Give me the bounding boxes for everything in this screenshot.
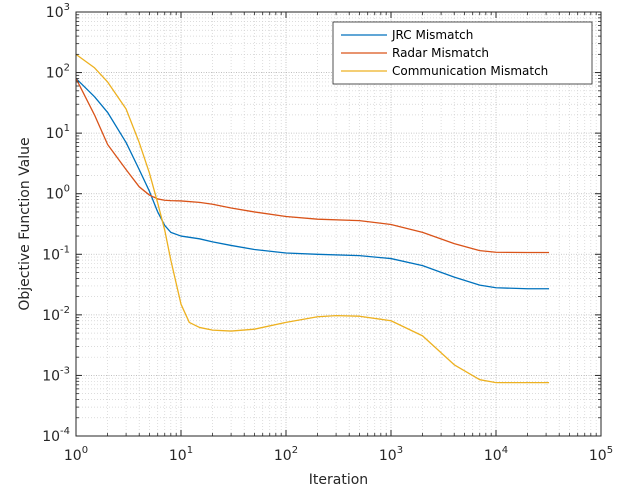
series-line-radar-mismatch [75,78,550,254]
x-tick-label: 100 [64,445,88,464]
minor-grid [76,12,601,436]
x-tick-labels: 100 101 102 103 104 105 [64,445,613,464]
series-layer [75,53,550,384]
y-tick-label: 100 [46,184,70,203]
legend-entry-label: Communication Mismatch [392,64,548,78]
series-line-jrc-mismatch [75,77,550,290]
axes-box [75,11,602,437]
y-tick-label: 10-2 [42,305,70,324]
y-tick-label: 103 [46,2,70,21]
y-tick-label: 102 [46,63,70,82]
x-tick-label: 102 [274,445,298,464]
y-tick-label: 10-3 [42,365,70,384]
x-tick-label: 104 [484,445,508,464]
y-tick-label: 10-4 [42,426,70,445]
x-tick-label: 101 [169,445,193,464]
series-line-communication-mismatch [75,53,550,384]
y-axis-label: Objective Function Value [17,137,33,310]
x-axis-label: Iteration [309,472,368,488]
y-tick-label: 101 [46,123,70,142]
ticks [75,11,602,437]
legend-entry-label: JRC Mismatch [391,28,473,42]
legend: JRC Mismatch Radar Mismatch Communication … [332,21,593,85]
y-tick-label: 10-1 [42,244,70,263]
legend-entry-label: Radar Mismatch [392,46,489,60]
x-tick-label: 103 [379,445,403,464]
y-tick-labels: 10-4 10-3 10-2 10-1 100 101 102 103 [42,2,70,445]
x-tick-label: 105 [589,445,613,464]
